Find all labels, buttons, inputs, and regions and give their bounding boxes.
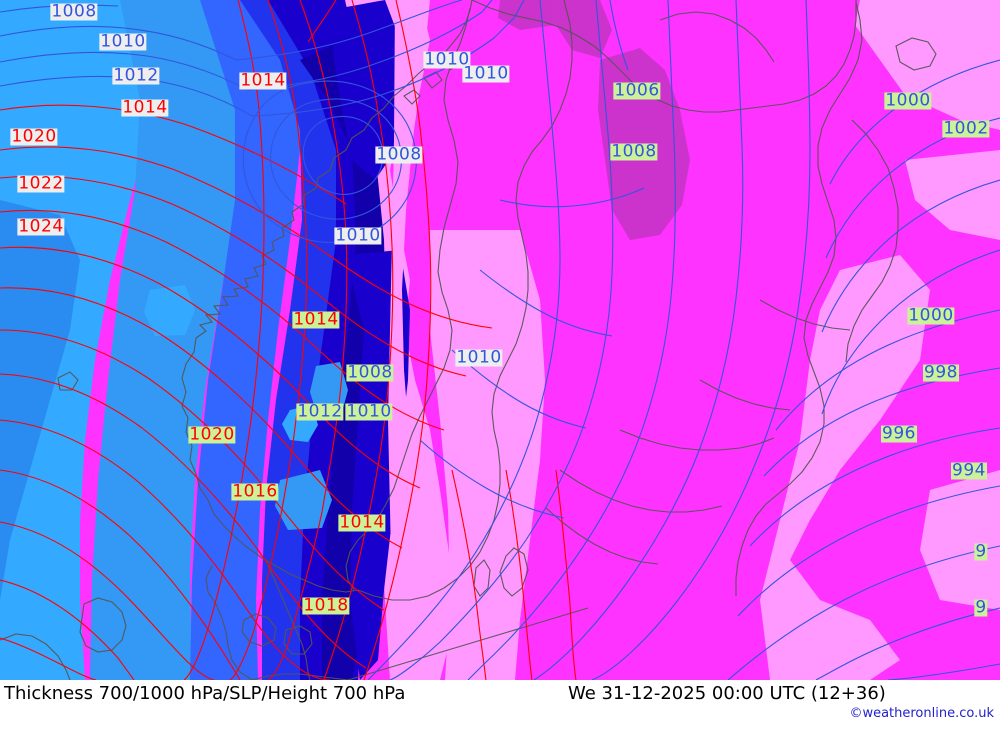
height-contour-label: 9	[974, 597, 988, 618]
slp-contour-label: 1024	[17, 216, 65, 237]
slp-contour-label: 1014	[121, 97, 169, 118]
footer-title: Thickness 700/1000 hPa/SLP/Height 700 hP…	[4, 683, 406, 704]
height-contour-label: 998	[923, 362, 959, 383]
height-contour-label: 1000	[907, 305, 955, 326]
height-contour-label: 1012	[296, 401, 344, 422]
height-contour-label: 1002	[942, 118, 990, 139]
height-contour-label: 1008	[346, 362, 394, 383]
slp-contour-label: 1018	[302, 595, 350, 616]
slp-contour-label: 1014	[292, 309, 340, 330]
slp-contour-label: 1016	[231, 481, 279, 502]
weather-map-canvas[interactable]: 1014 1014 1020 1022 1024 1014 1020 1016 1014 1018…	[0, 0, 1000, 680]
height-contour-label: 9	[974, 541, 988, 562]
height-contour-label: 1010	[99, 31, 147, 52]
slp-contour-label: 1020	[188, 424, 236, 445]
height-contour-label: 1008	[50, 1, 98, 22]
slp-contour-label: 1014	[239, 70, 287, 91]
thickness-fill-layer	[0, 0, 1000, 680]
height-contour-label: 1010	[345, 401, 393, 422]
height-contour-label: 1012	[112, 65, 160, 86]
height-contour-label: 1010	[455, 347, 503, 368]
copyright-credit: ©weatheronline.co.uk	[849, 706, 994, 721]
map-footer: Thickness 700/1000 hPa/SLP/Height 700 hP…	[0, 680, 1000, 733]
height-contour-label: 1010	[462, 63, 510, 84]
slp-contour-label: 1022	[17, 173, 65, 194]
height-contour-label: 1006	[613, 80, 661, 101]
slp-contour-layer	[0, 0, 577, 680]
height-contour-label: 1008	[610, 141, 658, 162]
height-contour-label: 1010	[423, 49, 471, 70]
height-contour-label: 1010	[334, 225, 382, 246]
height-contour-layer	[0, 0, 1000, 680]
slp-contour-label: 1014	[338, 512, 386, 533]
height-contour-label: 1000	[884, 90, 932, 111]
height-contour-label: 996	[881, 423, 917, 444]
height-contour-label: 994	[951, 460, 987, 481]
map-graphics	[0, 0, 1000, 680]
height-contour-label: 1008	[375, 144, 423, 165]
footer-datetime: We 31-12-2025 00:00 UTC (12+36)	[568, 683, 886, 704]
slp-contour-label: 1020	[10, 126, 58, 147]
